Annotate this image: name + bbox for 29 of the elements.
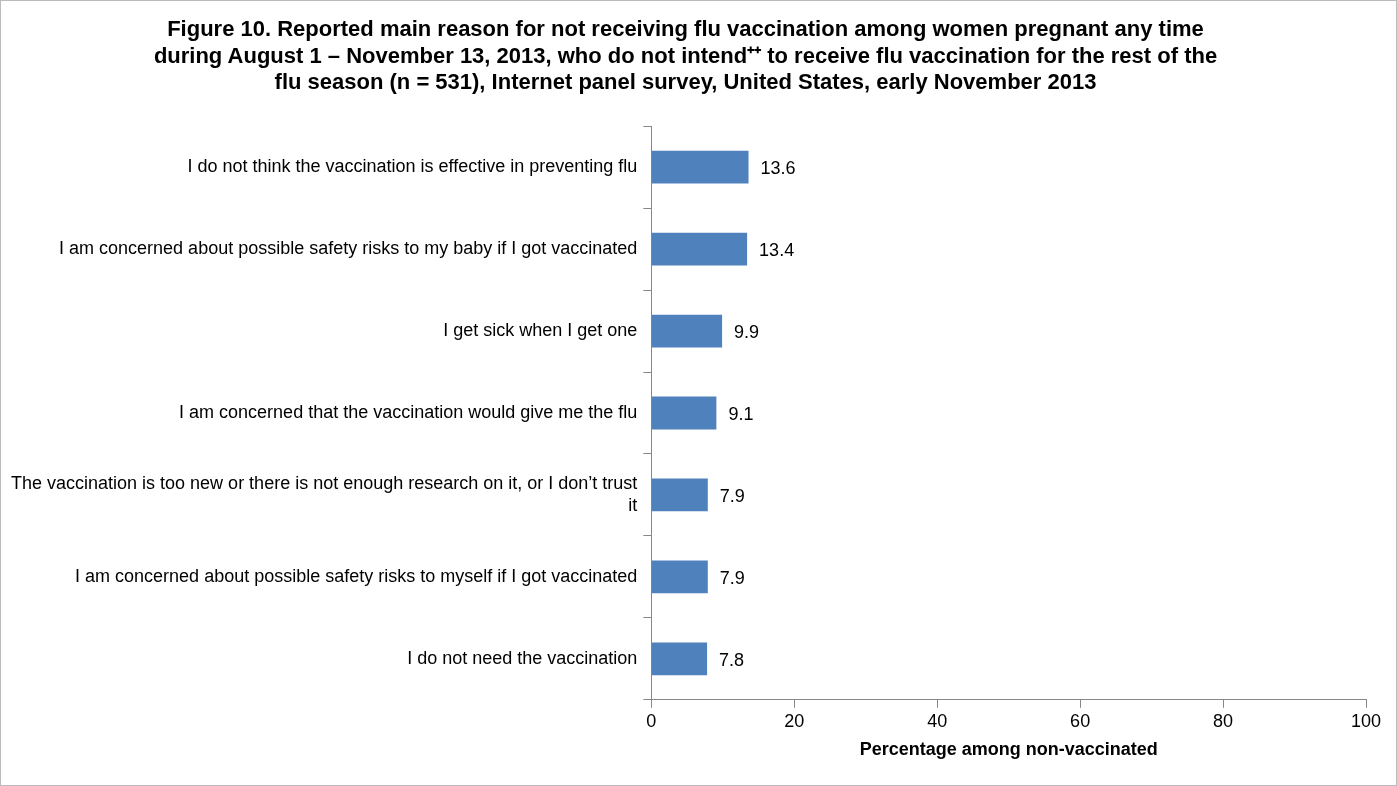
bar [651,560,708,594]
bar [651,478,708,512]
x-tick-label: 60 [1070,710,1091,731]
x-tick-label: 100 [1350,710,1382,731]
x-tick-label: 20 [784,710,805,731]
bar [651,150,749,184]
y-tick-label: I do not think the vaccination is effective in preventing flu [187,156,638,177]
data-label: 9.9 [734,322,760,343]
x-tick-label: 40 [927,710,948,731]
x-tick-label: 80 [1213,710,1234,731]
data-label: 9.1 [728,403,754,424]
bar [651,314,723,348]
bar [651,396,717,430]
y-tick-label: I am concerned about possible safety risks to my baby if I got vaccinated [59,238,638,259]
y-tick-label: The vaccination is too new or there is not enough research on it, or I don’t trust it [11,473,638,515]
chart-title: Figure 10. Reported main reason for not receiving flu vaccination among women pregnant any time during August 1 – November 13, 2013, who do not intend⁺⁺ to receive flu vaccination for the rest of the flu season (n = 531), Internet panel survey, United States, early November 2013 [153,16,1218,95]
bar [651,232,748,266]
data-label: 7.9 [719,485,745,506]
x-axis-title: Percentage among non-vaccinated [859,739,1158,760]
bar [651,642,708,676]
data-label: 13.6 [760,158,796,179]
data-label: 7.9 [719,567,745,588]
y-tick-label: I am concerned that the vaccination would give me the flu [179,401,638,422]
x-tick-label: 0 [646,710,657,731]
data-label: 13.4 [759,240,795,261]
y-tick-label: I get sick when I get one [443,320,638,341]
y-tick-label: I do not need the vaccination [407,647,638,668]
data-label: 7.8 [719,649,745,670]
y-tick-label: I am concerned about possible safety risks to myself if I got vaccinated [75,565,638,586]
